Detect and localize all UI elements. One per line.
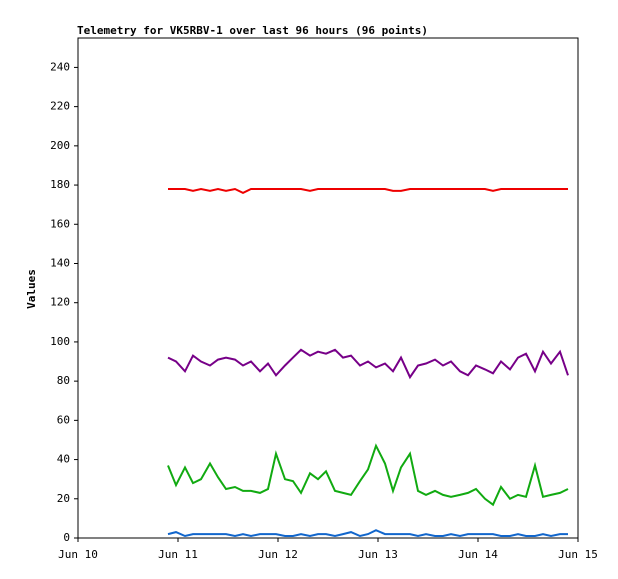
y-tick-label: 240 xyxy=(50,60,70,73)
y-tick-label: 200 xyxy=(50,139,70,152)
y-tick-label: 220 xyxy=(50,100,70,113)
x-tick-label: Jun 11 xyxy=(158,548,198,561)
y-tick-label: 160 xyxy=(50,217,70,230)
plot-frame xyxy=(77,37,579,539)
y-tick-label: 60 xyxy=(57,413,70,426)
series-line xyxy=(168,187,568,195)
x-tick-label: Jun 15 xyxy=(558,548,598,561)
y-tick-label: 0 xyxy=(63,531,70,544)
x-tick-label: Jun 12 xyxy=(258,548,298,561)
y-tick-label: 100 xyxy=(50,335,70,348)
y-tick-label: 140 xyxy=(50,256,70,269)
y-axis-label: Values xyxy=(25,269,38,309)
y-tick-label: 40 xyxy=(57,453,70,466)
y-tick-label: 180 xyxy=(50,178,70,191)
y-tick-label: 20 xyxy=(57,492,70,505)
chart-title: Telemetry for VK5RBV-1 over last 96 hour… xyxy=(77,24,428,37)
series-line xyxy=(167,348,569,380)
series-line xyxy=(167,529,568,538)
series-line xyxy=(167,443,569,507)
y-tick-label: 120 xyxy=(50,296,70,309)
x-tick-label: Jun 13 xyxy=(358,548,398,561)
x-tick-label: Jun 14 xyxy=(458,548,498,561)
x-tick-label: Jun 10 xyxy=(58,548,98,561)
y-tick-label: 80 xyxy=(57,374,70,387)
